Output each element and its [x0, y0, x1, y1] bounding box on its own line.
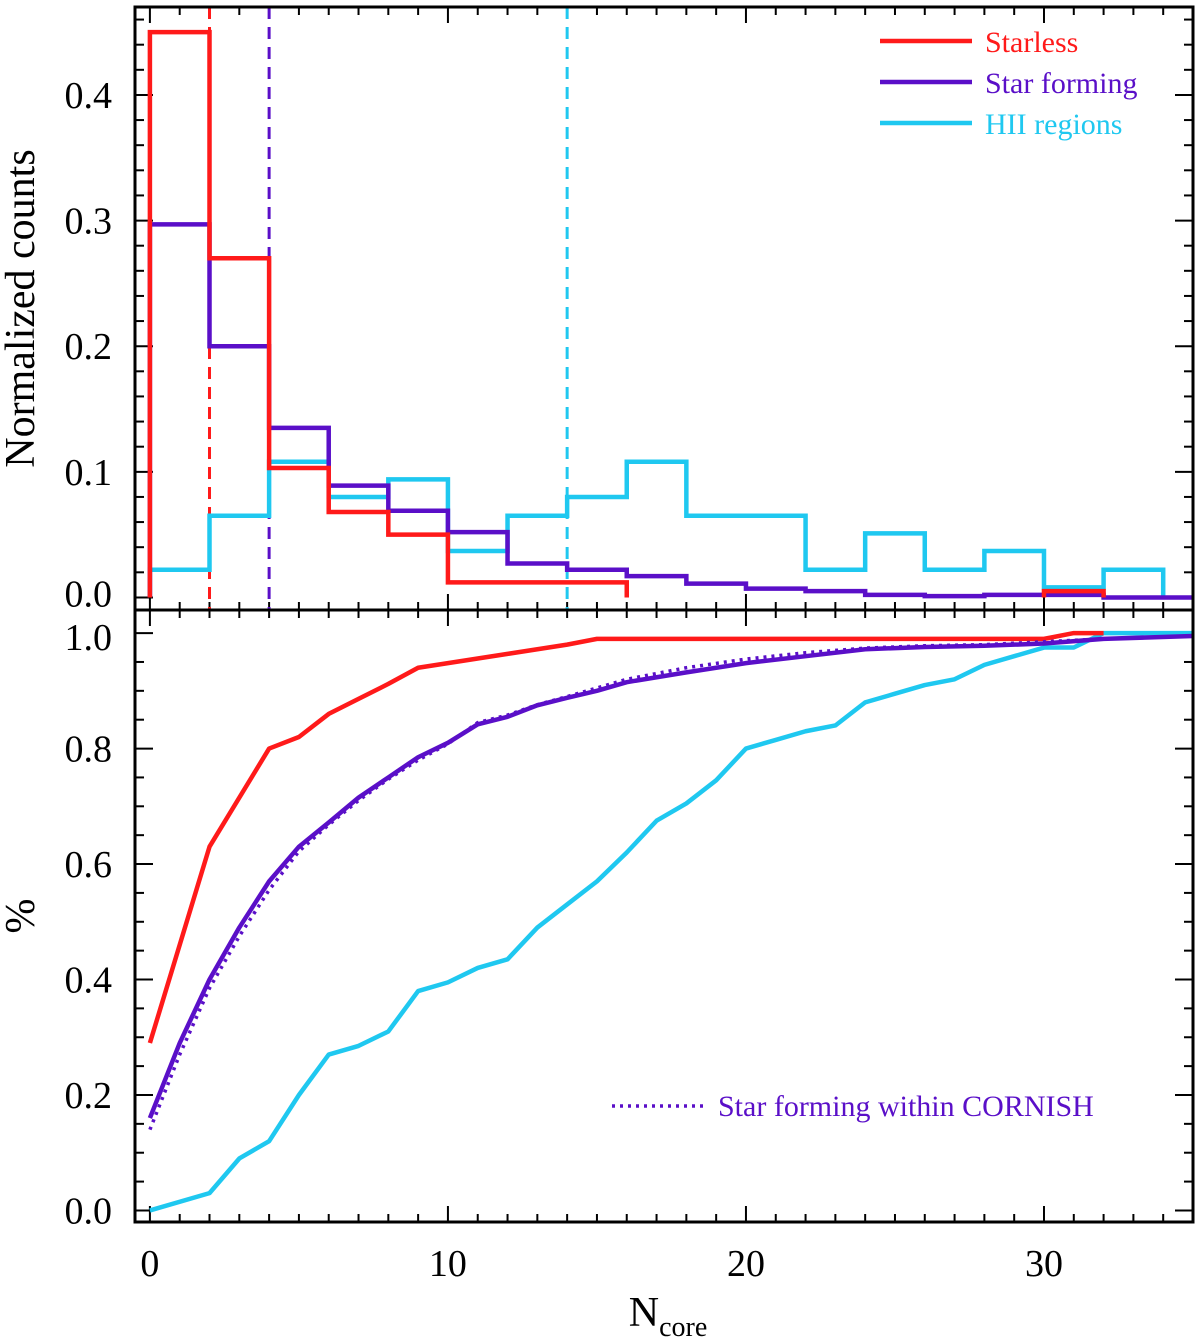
top-ytick-label: 0.4 — [65, 75, 113, 117]
cumulative-line-starless — [147, 630, 1104, 1044]
legend-label: Star forming — [985, 67, 1137, 100]
bottom-ytick-label: 1.0 — [65, 617, 113, 659]
bottom-plot-area — [147, 630, 1193, 1213]
legend-label: HII regions — [985, 108, 1122, 141]
bottom-xtick-label: 10 — [429, 1243, 467, 1285]
bottom-xlabel: Ncore — [629, 1290, 708, 1339]
histogram-star-forming — [147, 222, 1193, 600]
top-plot-area — [147, 7, 1193, 610]
bottom-xtick-label: 30 — [1025, 1243, 1063, 1285]
bottom-ylabel: % — [0, 899, 44, 934]
top-ytick-label: 0.1 — [65, 452, 113, 494]
bottom-axes-frame — [133, 608, 1195, 1224]
histogram-hii-regions — [147, 459, 1166, 598]
bottom-xlabel-main: N — [629, 1290, 659, 1336]
bottom-ytick-label: 0.6 — [65, 844, 113, 886]
top-ylabel: Normalized counts — [0, 149, 44, 467]
cumulative-line-hii-regions — [149, 630, 1193, 1213]
bottom-ytick-label: 0.8 — [65, 729, 113, 771]
bottom-ytick-label: 0.0 — [65, 1190, 113, 1232]
bottom-xtick-label: 0 — [140, 1243, 159, 1285]
cumulative-line-star-forming — [147, 633, 1193, 1119]
top-ytick-label: 0.3 — [65, 201, 113, 243]
bottom-ytick-label: 0.4 — [65, 960, 113, 1002]
top-ytick-label: 0.0 — [65, 573, 113, 615]
top-ytick-label: 0.2 — [65, 326, 113, 368]
bottom-xlabel-subscript: core — [659, 1312, 707, 1339]
cumulative-line-star-forming-within-cornish — [148, 634, 1193, 1131]
histogram-starless — [147, 29, 629, 598]
histogram-starless-extra-bin — [1041, 588, 1106, 598]
bottom-xtick-label: 20 — [727, 1243, 765, 1285]
bottom-ytick-label: 0.2 — [65, 1075, 113, 1117]
legend-label: Starless — [985, 26, 1078, 59]
legend-label-cornish: Star forming within CORNISH — [718, 1090, 1094, 1123]
